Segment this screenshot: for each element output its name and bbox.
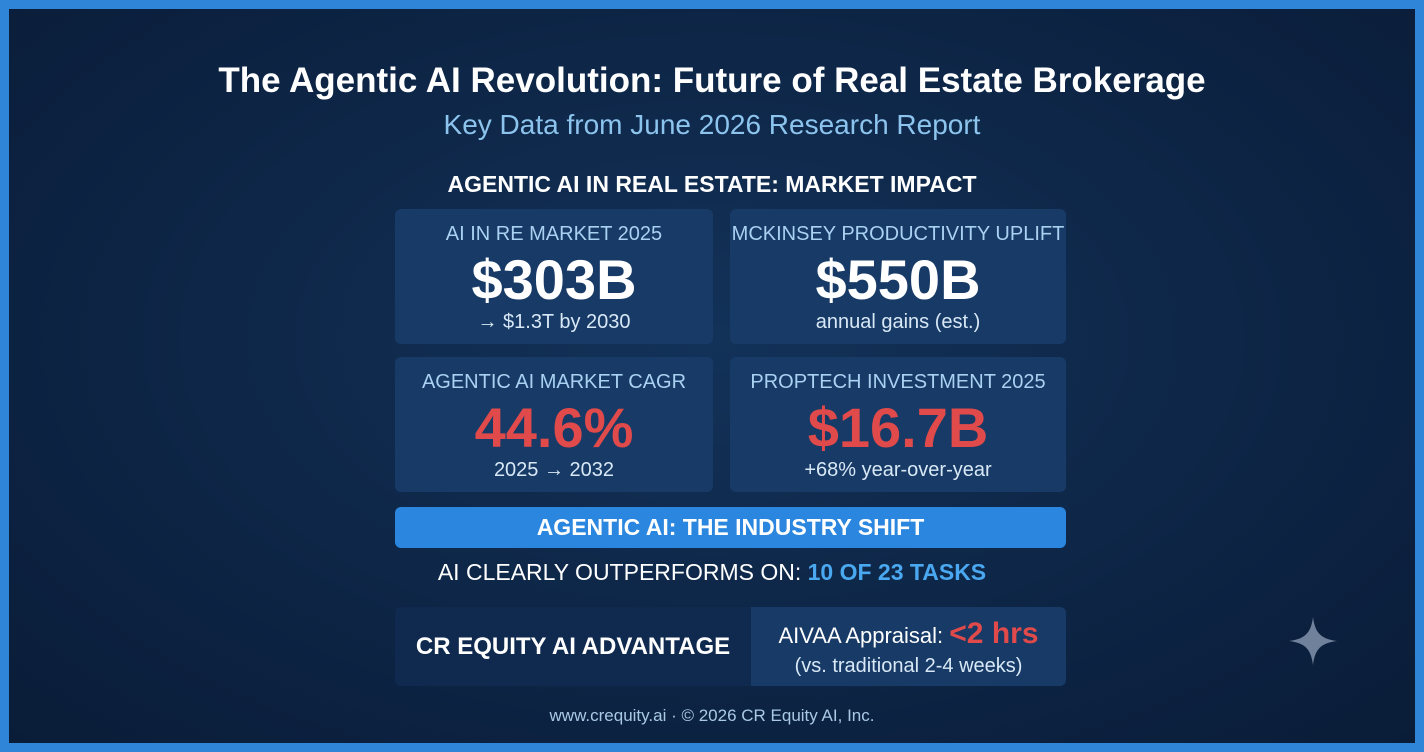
outperform-text: AI CLEARLY OUTPERFORMS ON: [437,559,808,585]
stat-card: MCKINSEY PRODUCTIVITY UPLIFT $550B annua… [730,209,1066,344]
subtitle: Key Data from June 2026 Research Report [443,109,981,140]
card-label: AI IN RE MARKET 2025 [445,223,663,245]
banner: AGENTIC AI: THE INDUSTRY SHIFT [395,507,1066,548]
stat-card: AGENTIC AI MARKET CAGR 44.6% 2025 → 2032 [395,357,713,492]
card-label: AGENTIC AI MARKET CAGR [421,371,687,393]
title: The Agentic AI Revolution: Future of Rea… [218,61,1206,100]
advantage-note: (vs. traditional 2-4 weeks) [794,655,1023,677]
card-value: $16.7B [807,396,989,459]
advantage-metric: AIVAA Appraisal: <2 hrs [751,617,1066,651]
advantage-box: CR EQUITY AI ADVANTAGE AIVAA Appraisal: … [395,607,1066,686]
card-note: → $1.3T by 2030 [477,311,631,333]
metric-value: <2 hrs [949,617,1039,650]
card-label: MCKINSEY PRODUCTIVITY UPLIFT [731,223,1065,245]
card-value: 44.6% [474,396,634,459]
stat-card: AI IN RE MARKET 2025 $303B → $1.3T by 20… [395,209,713,344]
advantage-label: CR EQUITY AI ADVANTAGE [395,607,751,686]
card-note: annual gains (est.) [815,311,981,333]
metric-label: AIVAA Appraisal: [778,623,950,648]
outperform-highlight: 10 OF 23 TASKS [807,559,987,585]
card-note: +68% year-over-year [804,459,992,481]
card-value: $303B [471,248,637,311]
outperform-line: AI CLEARLY OUTPERFORMS ON: 10 OF 23 TASK… [9,559,1415,586]
card-value: $550B [815,248,981,311]
footer: www.crequity.ai · © 2026 CR Equity AI, I… [549,706,875,725]
card-label: PROPTECH INVESTMENT 2025 [750,371,1046,393]
section-title: AGENTIC AI IN REAL ESTATE: MARKET IMPACT [447,171,977,197]
stat-card: PROPTECH INVESTMENT 2025 $16.7B +68% yea… [730,357,1066,492]
card-note: 2025 → 2032 [493,459,615,481]
sparkle-icon [1289,617,1337,665]
